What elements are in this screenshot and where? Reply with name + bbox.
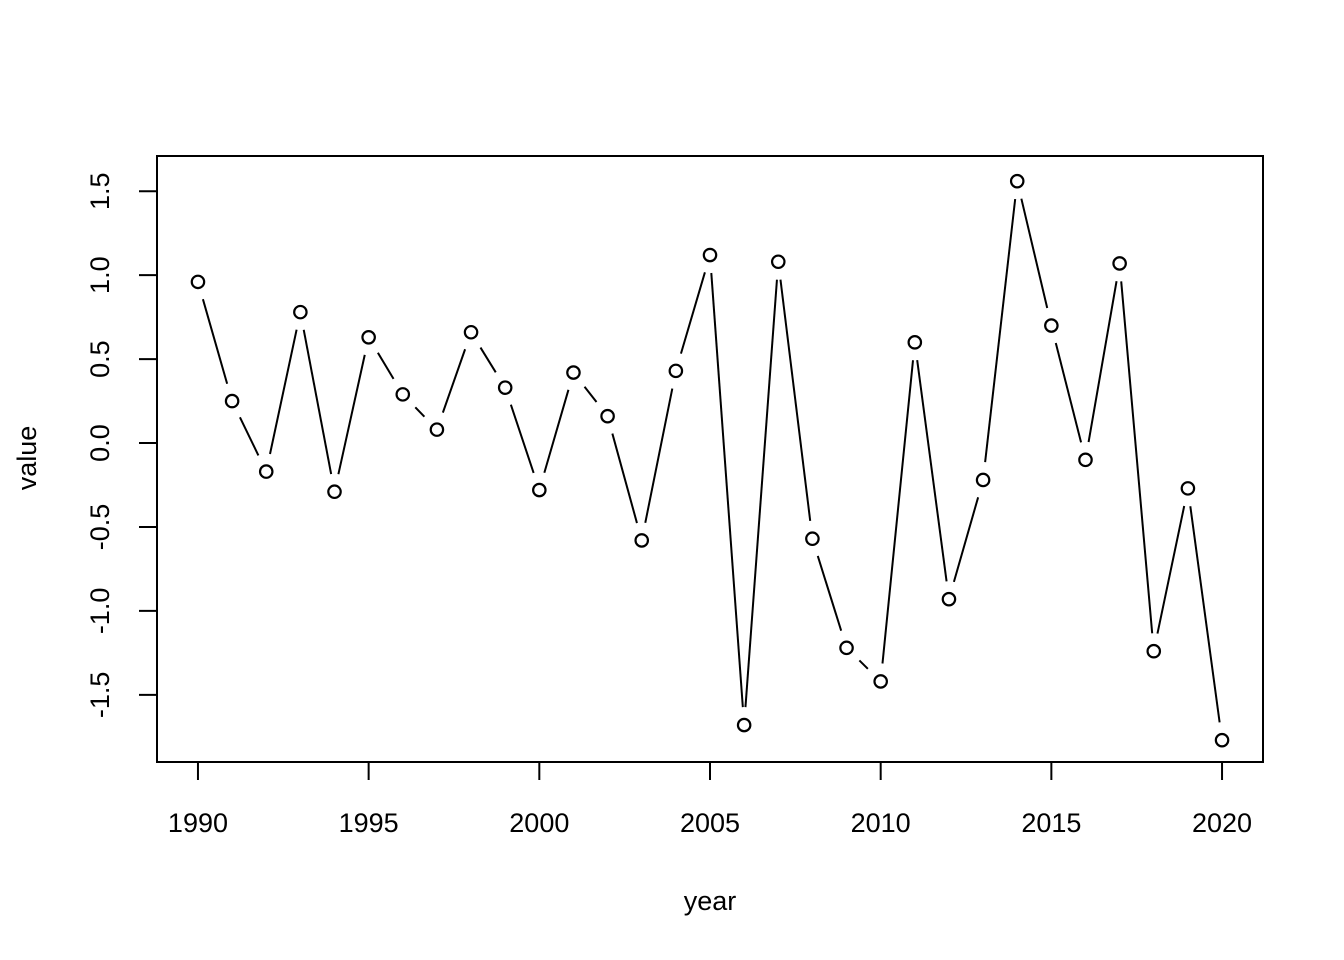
data-point	[361, 329, 376, 345]
series-segment	[201, 298, 229, 385]
series-segment	[984, 198, 1017, 463]
x-tick-label: 2010	[851, 808, 911, 838]
series-segment	[644, 388, 674, 523]
y-tick-label: 0.0	[85, 424, 115, 462]
x-tick-label: 1995	[339, 808, 399, 838]
data-point	[1044, 318, 1059, 333]
line-series	[190, 173, 1230, 748]
data-point	[566, 365, 581, 380]
series-segment	[952, 497, 980, 583]
data-point	[975, 472, 991, 488]
y-tick-label: -0.5	[85, 504, 115, 551]
data-point	[736, 717, 752, 733]
series-segment	[1054, 342, 1083, 443]
y-tick-label: 1.5	[85, 172, 115, 210]
series-segment	[377, 352, 395, 380]
data-point	[770, 254, 786, 270]
y-axis-title: value	[12, 426, 42, 491]
series-segment	[1087, 280, 1118, 443]
series-segment	[1156, 505, 1186, 634]
data-point	[190, 274, 206, 290]
series-segment	[302, 329, 333, 475]
series-segment	[479, 347, 497, 373]
series-segment	[881, 360, 915, 664]
y-tick-label: -1.0	[85, 588, 115, 635]
series-segment	[858, 659, 869, 670]
y-tick-label: 0.5	[85, 340, 115, 378]
x-tick-label: 1990	[168, 808, 228, 838]
data-point	[1078, 452, 1093, 468]
x-axis-title: year	[684, 886, 737, 916]
series-segment	[710, 272, 744, 708]
series-segment	[1189, 506, 1221, 723]
series-segment	[611, 433, 638, 524]
x-tick-label: 2005	[680, 808, 740, 838]
data-point	[258, 464, 274, 479]
data-point	[327, 484, 342, 500]
series-segment	[1120, 281, 1154, 634]
x-tick-label: 2015	[1021, 808, 1081, 838]
series-segment	[816, 555, 843, 631]
data-point	[293, 304, 308, 320]
data-point	[1009, 173, 1025, 189]
plot-border	[156, 155, 1264, 763]
data-point	[1112, 256, 1127, 271]
y-axis: -1.5 -1.0 -0.5 0.0 0.5 1.0 1.5	[85, 172, 157, 718]
series-segment	[779, 279, 812, 521]
data-point	[907, 335, 923, 350]
x-tick-label: 2000	[509, 808, 569, 838]
series-segment	[414, 406, 426, 418]
y-tick-label: -1.5	[85, 672, 115, 719]
data-point	[463, 324, 479, 340]
data-point	[634, 533, 650, 548]
series-segment	[1020, 198, 1049, 309]
series-segment	[543, 389, 570, 474]
series-segment	[441, 348, 467, 413]
data-point	[395, 387, 411, 402]
series-segment	[269, 329, 298, 455]
data-point	[941, 591, 957, 607]
data-point	[497, 380, 513, 395]
data-point	[702, 247, 718, 263]
y-tick-label: 1.0	[85, 256, 115, 294]
series-segment	[679, 272, 706, 354]
series-segment	[337, 354, 366, 475]
series-segment	[583, 386, 598, 403]
data-point	[532, 482, 547, 498]
x-tick-label: 2020	[1192, 808, 1252, 838]
data-point	[1146, 643, 1162, 659]
data-point	[1214, 732, 1230, 748]
data-point	[224, 393, 240, 409]
data-point	[873, 674, 888, 689]
data-point	[805, 531, 820, 547]
data-point	[668, 363, 684, 379]
series-segment	[239, 416, 260, 456]
series-segment	[744, 279, 778, 708]
data-point	[1180, 481, 1196, 496]
data-point	[600, 408, 615, 424]
data-point	[839, 640, 854, 656]
series-segment	[509, 404, 535, 474]
series-segment	[916, 360, 948, 582]
x-axis: 1990 1995 2000 2005 2010 2015 2020	[168, 762, 1252, 838]
data-point	[429, 422, 445, 437]
